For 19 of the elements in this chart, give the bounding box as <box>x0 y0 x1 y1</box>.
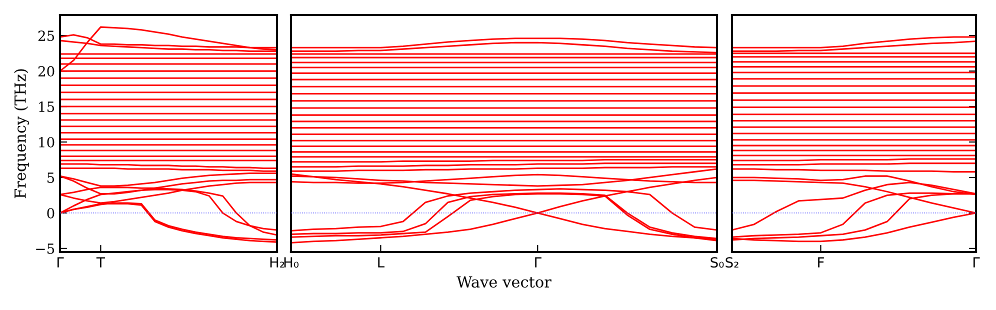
y-tick-label: 25 <box>38 30 54 42</box>
x-tick-label: T <box>96 257 105 268</box>
x-tick-label: F <box>818 257 824 268</box>
y-tick-label: 20 <box>38 66 54 77</box>
y-tick-label: 0 <box>47 208 54 218</box>
x-tick-label: S₂ <box>726 257 738 268</box>
x-tick-label: H₀ <box>284 257 299 268</box>
x-tick-label: S₀ <box>710 257 724 268</box>
y-tick-label: 10 <box>39 136 54 148</box>
x-axis-title: Wave vector <box>456 276 552 288</box>
y-tick-label: 5 <box>47 172 54 183</box>
y-tick-label: −5 <box>36 244 54 254</box>
x-tick-label: L <box>378 257 384 268</box>
y-tick-label: 15 <box>39 102 54 112</box>
x-tick-label: Γ <box>973 257 980 268</box>
x-tick-label: Γ <box>535 257 542 268</box>
x-tick-label: H₂ <box>270 257 284 268</box>
x-tick-label: Γ <box>57 257 64 268</box>
y-axis-title: Frequency (THz) <box>14 69 30 198</box>
